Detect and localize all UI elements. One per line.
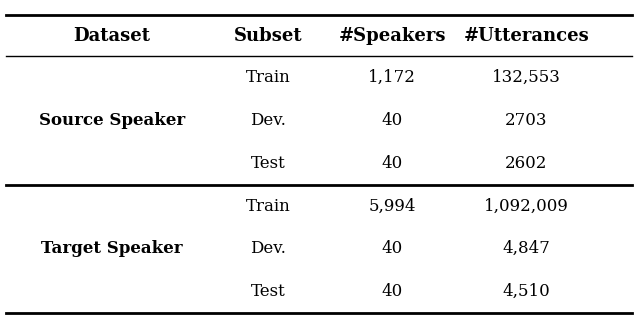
Text: 40: 40 (382, 240, 403, 257)
Text: 2703: 2703 (505, 112, 547, 129)
Text: 5,994: 5,994 (369, 198, 416, 215)
Text: Subset: Subset (234, 26, 302, 45)
Text: Dev.: Dev. (250, 112, 286, 129)
Text: #Utterances: #Utterances (463, 26, 590, 45)
Text: 40: 40 (382, 112, 403, 129)
Text: 40: 40 (382, 155, 403, 172)
Text: Dev.: Dev. (250, 240, 286, 257)
Text: 4,847: 4,847 (502, 240, 551, 257)
Text: 1,172: 1,172 (368, 69, 417, 86)
Text: #Speakers: #Speakers (339, 26, 446, 45)
Text: Test: Test (251, 283, 285, 300)
Text: Target Speaker: Target Speaker (41, 240, 182, 257)
Text: 2602: 2602 (505, 155, 547, 172)
Text: Train: Train (246, 198, 290, 215)
Text: 4,510: 4,510 (503, 283, 550, 300)
Text: 40: 40 (382, 283, 403, 300)
Text: Train: Train (246, 69, 290, 86)
Text: Dataset: Dataset (73, 26, 150, 45)
Text: Source Speaker: Source Speaker (38, 112, 185, 129)
Text: Test: Test (251, 155, 285, 172)
Text: 1,092,009: 1,092,009 (484, 198, 569, 215)
Text: 132,553: 132,553 (492, 69, 561, 86)
